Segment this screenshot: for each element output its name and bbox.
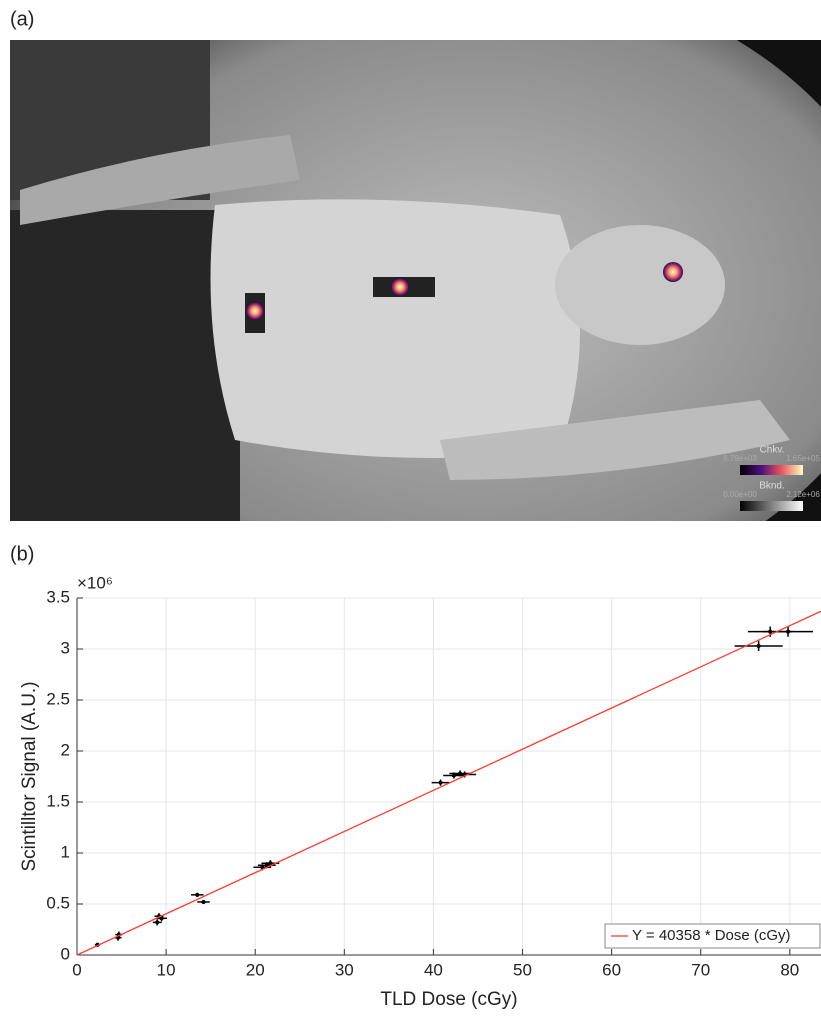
point xyxy=(202,900,206,904)
y-tick-label: 2 xyxy=(61,740,70,759)
colorbar xyxy=(740,501,803,511)
y-tick-label: 1.5 xyxy=(46,791,70,810)
y-tick-label: 3 xyxy=(61,638,70,657)
y-tick-label: 1 xyxy=(61,842,70,861)
point xyxy=(195,893,199,897)
plot-area xyxy=(77,598,821,955)
page: (a) Chkv.8.79e+03 1.65e+05 Bknd.0.00e+00 2.… xyxy=(0,0,821,1015)
point xyxy=(757,644,761,648)
x-tick-label: 10 xyxy=(157,960,176,979)
colorbar-title: Bknd. xyxy=(759,481,785,492)
panel-label: (b) xyxy=(10,543,34,565)
y-axis-label: Scintilltor Signal (A.U.) xyxy=(19,681,40,871)
y-tick-label: 0.5 xyxy=(46,893,70,912)
x-tick-label: 50 xyxy=(513,960,532,979)
colorbar-min: 0.00e+00 xyxy=(723,490,757,499)
x-tick-label: 80 xyxy=(780,960,799,979)
y-tick-label: 0 xyxy=(61,944,70,963)
point xyxy=(439,781,443,785)
x-axis-label: TLD Dose (cGy) xyxy=(380,989,517,1010)
legend-label: Y = 40358 * Dose (cGy) xyxy=(632,927,791,944)
photo xyxy=(0,0,821,620)
x-tick-label: 40 xyxy=(424,960,443,979)
colorbar-max: 1.65e+05 xyxy=(786,454,820,463)
x-tick-label: 30 xyxy=(335,960,354,979)
x-tick-label: 20 xyxy=(246,960,265,979)
colorbar-min: 8.79e+03 xyxy=(723,454,757,463)
y-multiplier: ×10⁶ xyxy=(77,573,113,592)
point xyxy=(155,920,159,924)
y-tick-label: 2.5 xyxy=(46,689,70,708)
x-tick-label: 60 xyxy=(602,960,621,979)
colorbar-title: Chkv. xyxy=(760,445,785,456)
x-tick-label: 0 xyxy=(72,960,81,979)
figure: (a) Chkv.8.79e+03 1.65e+05 Bknd.0.00e+00 2.… xyxy=(0,0,821,1015)
chart: 0 10 20 30 40 50 60 70 80 0 0.5 1 1.5 2 2.5 3 3.5 ×10⁶ TLD… xyxy=(19,573,821,1010)
panel-label: (a) xyxy=(10,8,34,30)
y-tick-label: 3.5 xyxy=(46,587,70,606)
x-tick-label: 70 xyxy=(691,960,710,979)
colorbar xyxy=(740,465,803,475)
colorbar-max: 2.12e+06 xyxy=(786,490,820,499)
point xyxy=(786,630,790,634)
